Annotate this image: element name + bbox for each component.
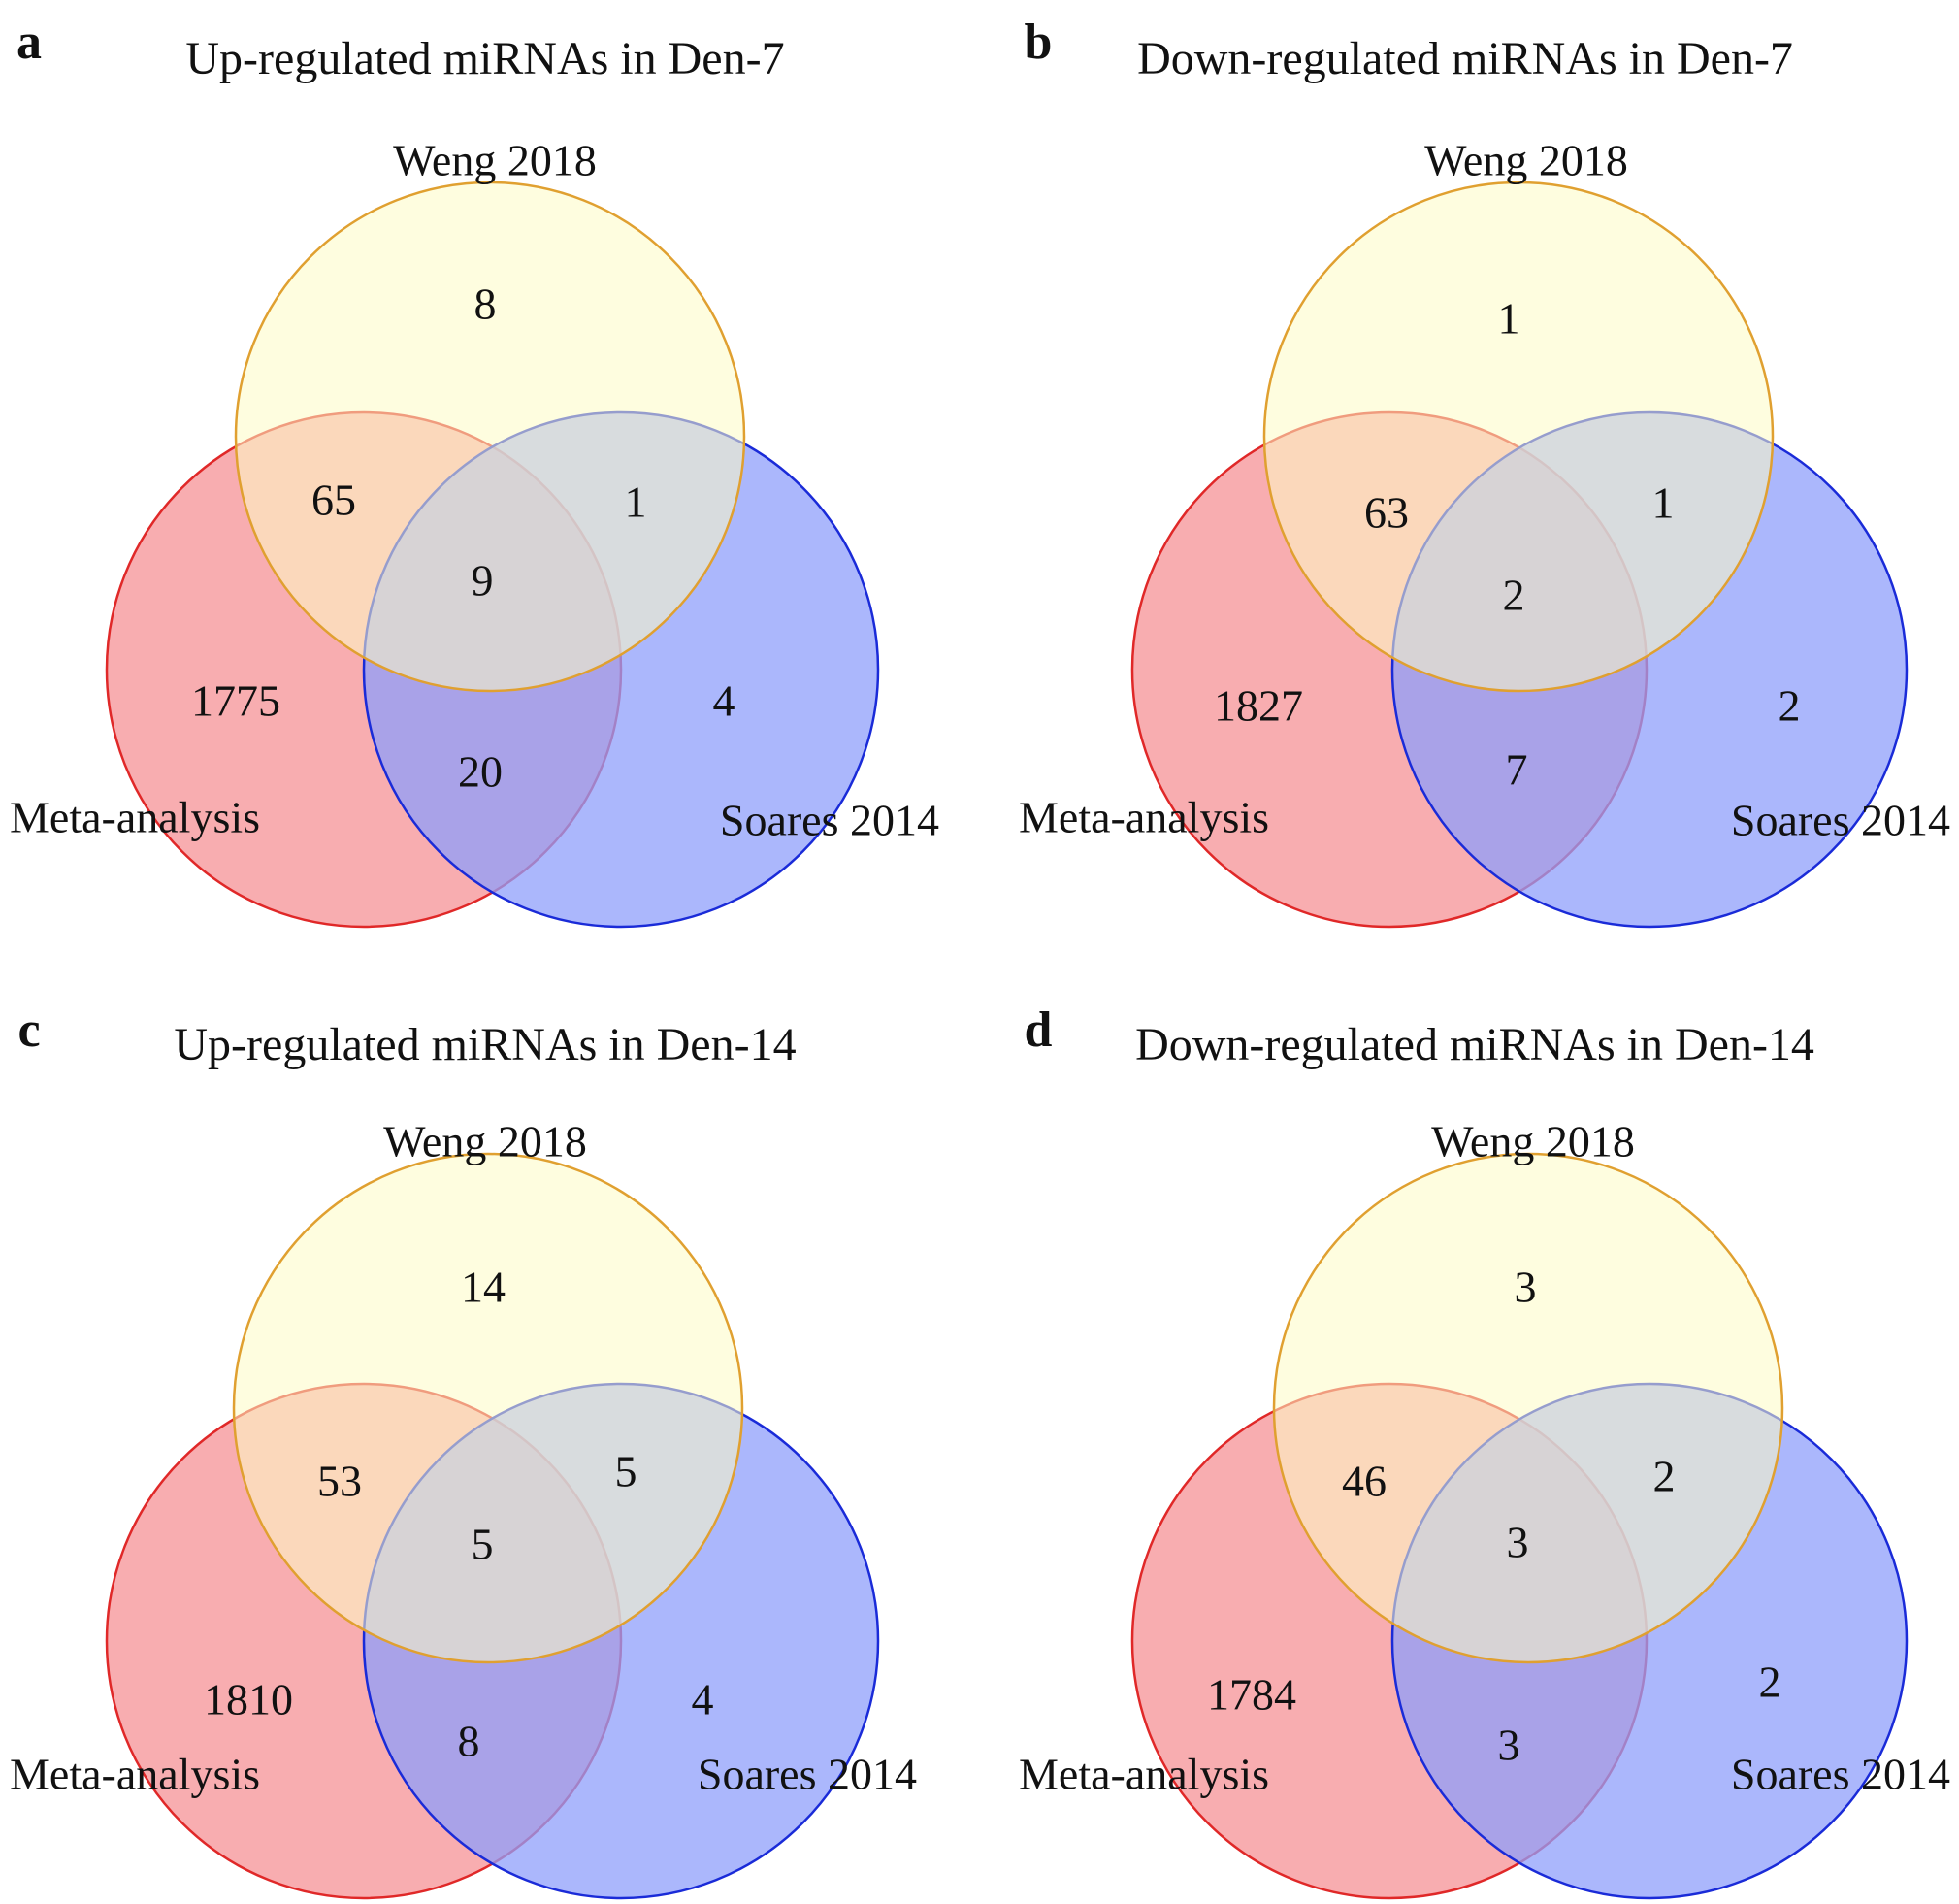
panel-title: Up-regulated miRNAs in Den-7 — [185, 33, 784, 84]
panel-title: Down-regulated miRNAs in Den-7 — [1137, 33, 1793, 84]
count-right-only: 2 — [1779, 681, 1801, 731]
venn-panel-a: a Up-regulated miRNAs in Den-7 Weng 2018 Me… — [0, 0, 980, 952]
count-all: 9 — [472, 556, 494, 606]
count-top-right: 5 — [615, 1447, 637, 1496]
count-top-only: 3 — [1515, 1263, 1537, 1312]
panel-letter: c — [17, 1002, 40, 1058]
count-top-left: 65 — [311, 476, 356, 525]
set-label-meta: Meta-analysis — [1019, 793, 1269, 842]
venn-panel-c: c Up-regulated miRNAs in Den-14 Weng 2018 M… — [0, 952, 980, 1904]
count-left-only: 1784 — [1207, 1670, 1296, 1720]
panel-letter: d — [1025, 1002, 1053, 1058]
count-left-only: 1775 — [191, 676, 280, 726]
circle-weng-2018 — [232, 1152, 744, 1664]
venn-panel-d: d Down-regulated miRNAs in Den-14 Weng 201… — [980, 952, 1959, 1904]
count-right-only: 2 — [1759, 1658, 1781, 1707]
venn-diagram-d: d Down-regulated miRNAs in Den-14 Weng 201… — [1019, 1002, 1950, 1900]
set-label-soares: Soares 2014 — [720, 796, 939, 845]
count-all: 3 — [1507, 1518, 1529, 1567]
set-label-weng: Weng 2018 — [1424, 136, 1628, 185]
count-top-right: 1 — [1652, 478, 1675, 528]
count-top-only: 14 — [461, 1263, 506, 1312]
panel-letter: a — [16, 15, 42, 70]
count-left-right: 7 — [1506, 745, 1528, 795]
venn-diagram-b: b Down-regulated miRNAs in Den-7 Weng 2018… — [1019, 15, 1950, 929]
count-top-right: 2 — [1653, 1452, 1676, 1501]
panel-letter: b — [1025, 15, 1053, 70]
count-top-left: 53 — [317, 1457, 362, 1506]
set-label-soares: Soares 2014 — [1731, 1750, 1950, 1799]
count-left-only: 1810 — [204, 1675, 293, 1724]
venn-panel-b: b Down-regulated miRNAs in Den-7 Weng 2018… — [980, 0, 1959, 952]
set-label-soares: Soares 2014 — [1731, 796, 1950, 845]
count-right-only: 4 — [713, 676, 735, 726]
circle-weng-2018 — [234, 181, 746, 693]
count-top-right: 1 — [625, 477, 647, 527]
set-label-weng: Weng 2018 — [1431, 1117, 1635, 1166]
set-label-soares: Soares 2014 — [698, 1750, 917, 1799]
circle-weng-2018 — [1272, 1152, 1784, 1664]
venn-diagram-c: c Up-regulated miRNAs in Den-14 Weng 2018 M… — [10, 1002, 917, 1900]
count-all: 5 — [472, 1520, 494, 1569]
count-right-only: 4 — [692, 1675, 714, 1724]
count-top-left: 63 — [1364, 488, 1409, 538]
set-label-meta: Meta-analysis — [10, 793, 260, 842]
set-label-weng: Weng 2018 — [393, 136, 597, 185]
count-all: 2 — [1503, 571, 1525, 620]
count-left-right: 8 — [458, 1717, 480, 1766]
count-left-right: 20 — [458, 747, 503, 797]
count-left-right: 3 — [1498, 1721, 1520, 1770]
count-top-only: 1 — [1498, 294, 1520, 344]
count-top-left: 46 — [1342, 1457, 1387, 1506]
count-top-only: 8 — [474, 279, 497, 329]
set-label-meta: Meta-analysis — [10, 1750, 260, 1799]
venn-diagram-a: a Up-regulated miRNAs in Den-7 Weng 2018 Me… — [10, 15, 939, 929]
count-left-only: 1827 — [1214, 681, 1303, 731]
set-label-meta: Meta-analysis — [1019, 1750, 1269, 1799]
set-label-weng: Weng 2018 — [383, 1117, 587, 1166]
panel-title: Up-regulated miRNAs in Den-14 — [174, 1019, 796, 1070]
circle-weng-2018 — [1262, 181, 1775, 693]
panel-title: Down-regulated miRNAs in Den-14 — [1135, 1019, 1814, 1070]
